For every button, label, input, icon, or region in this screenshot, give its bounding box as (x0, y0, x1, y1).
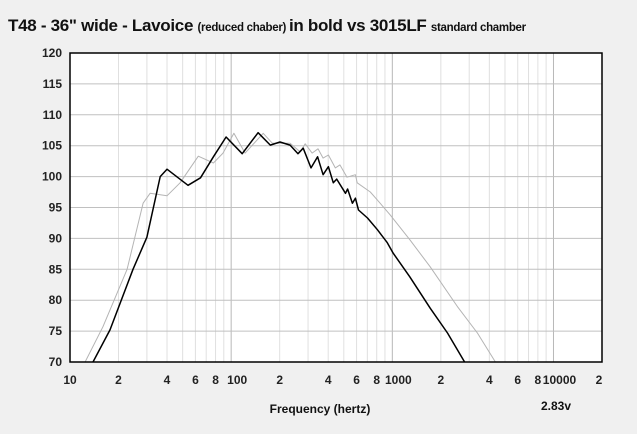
x-tick-label: 6 (514, 373, 521, 387)
y-tick-label: 105 (42, 139, 62, 153)
x-tick-label: 1000 (385, 373, 412, 387)
x-axis-label: Frequency (hertz) (270, 402, 371, 416)
series-line-1 (92, 131, 466, 362)
y-tick-label: 75 (49, 324, 63, 338)
x-tick-label: 10000 (543, 373, 577, 387)
title-part: T48 - 36" wide - Lavoice (8, 16, 198, 35)
y-tick-label: 70 (49, 355, 63, 369)
y-tick-label: 85 (49, 262, 63, 276)
series-line-0 (84, 132, 496, 362)
y-tick-label: 115 (43, 77, 63, 91)
x-tick-label: 2 (596, 373, 603, 387)
x-tick-label: 8 (535, 373, 542, 387)
title-part: (reduced chaber) (197, 22, 289, 34)
x-tick-label: 6 (353, 373, 360, 387)
x-tick-label: 2 (437, 373, 444, 387)
y-tick-label: 120 (42, 46, 62, 60)
x-tick-label: 8 (373, 373, 380, 387)
plot-border (69, 52, 603, 363)
x-tick-label: 4 (325, 373, 332, 387)
title-part: standard chamber (430, 22, 526, 34)
x-tick-label: 8 (212, 373, 219, 387)
voltage-annotation: 2.83v (541, 399, 571, 413)
x-tick-label: 4 (164, 373, 171, 387)
y-tick-label: 100 (42, 170, 62, 184)
x-tick-label: 2 (276, 373, 283, 387)
x-tick-label: 2 (115, 373, 122, 387)
x-tick-label: 4 (486, 373, 493, 387)
chart-title: T48 - 36" wide - Lavoice (reduced chaber… (8, 15, 629, 39)
x-tick-label: 6 (192, 373, 199, 387)
title-part: in bold vs 3015LF (288, 16, 431, 35)
x-tick-label: 10 (63, 373, 77, 387)
y-tick-label: 110 (43, 108, 63, 122)
x-tick-label: 100 (227, 373, 247, 387)
y-tick-label: 90 (49, 231, 63, 245)
y-tick-label: 95 (49, 201, 63, 215)
y-tick-label: 80 (49, 293, 63, 307)
